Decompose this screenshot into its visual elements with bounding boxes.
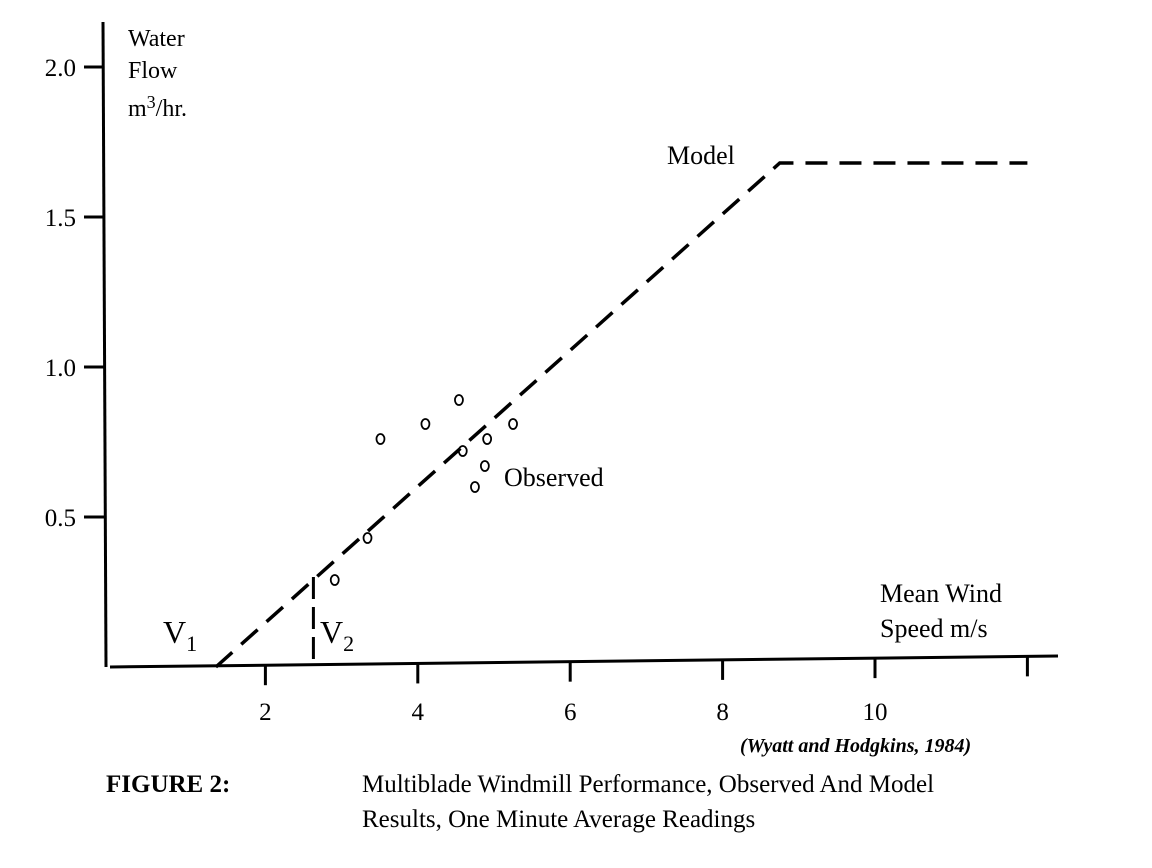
caption-label: FIGURE 2: <box>106 771 230 798</box>
x-tick-label: 4 <box>412 699 425 726</box>
x-tick-label: 8 <box>716 699 729 726</box>
observed-point <box>420 418 431 430</box>
observed-point <box>329 574 340 586</box>
caption-line-1: Multiblade Windmill Performance, Observe… <box>362 771 934 798</box>
source-citation: (Wyatt and Hodgkins, 1984) <box>740 735 971 757</box>
y-axis <box>101 21 108 668</box>
y-axis-label-1: Water <box>128 26 185 52</box>
y-tick-label: 1.0 <box>45 355 76 382</box>
y-tick-label: 2.0 <box>45 55 76 82</box>
model-label: Model <box>667 141 735 170</box>
y-axis-label-3: m3/hr. <box>128 92 187 122</box>
observed-point <box>508 418 518 430</box>
observed-point <box>362 532 373 544</box>
observed-point <box>482 433 493 445</box>
x-axis-label-1: Mean Wind <box>880 579 1002 608</box>
x-tick-label: 10 <box>863 699 888 726</box>
observed-point <box>457 445 468 457</box>
observed-point <box>479 460 490 472</box>
y-axis-label-2: Flow <box>128 58 178 84</box>
observed-point <box>454 394 464 406</box>
x-axis <box>109 654 1059 669</box>
axes <box>101 21 1059 669</box>
x-axis-label-2: Speed m/s <box>880 614 988 643</box>
v2-label: V2 <box>320 614 354 656</box>
v1-label: V1 <box>163 614 197 656</box>
observed-point <box>470 481 480 493</box>
ticks: 0.5 1.0 1.5 2.0 2 4 6 8 10 <box>45 55 1029 726</box>
observed-point <box>375 433 386 445</box>
y-tick-label: 1.5 <box>45 205 76 232</box>
x-tick-label: 2 <box>259 699 272 726</box>
observed-label: Observed <box>504 463 604 492</box>
model-line <box>214 161 1028 669</box>
x-tick-label: 6 <box>564 699 577 726</box>
y-tick-label: 0.5 <box>45 505 76 532</box>
series <box>214 161 1028 669</box>
caption-line-2: Results, One Minute Average Readings <box>362 806 755 833</box>
